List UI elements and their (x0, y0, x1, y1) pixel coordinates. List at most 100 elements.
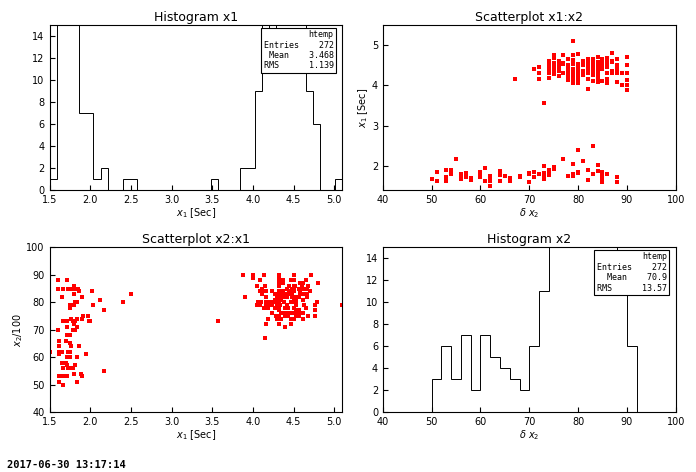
Point (58, 285, 69, 292)
Point (285, 290, 296, 298)
Point (465, 174, 476, 182)
Point (285, 277, 296, 284)
X-axis label: $x_1$ [Sec]: $x_1$ [Sec] (176, 206, 216, 220)
Point (64, 331, 75, 339)
Point (573, 63, 584, 70)
Point (276, 290, 287, 298)
Point (285, 277, 296, 284)
Point (553, 62, 564, 69)
Point (460, 169, 471, 177)
Point (67, 364, 78, 372)
Point (284, 310, 295, 317)
Point (294, 287, 306, 295)
Point (68, 301, 79, 309)
X-axis label: $\delta\ x_2$: $\delta\ x_2$ (519, 206, 539, 220)
Point (592, 76, 603, 84)
Point (269, 290, 280, 298)
Point (587, 67, 599, 75)
Point (573, 62, 584, 70)
Point (583, 176, 594, 184)
Point (602, 170, 613, 177)
Point (64, 301, 75, 309)
Point (273, 301, 284, 309)
Point (239, 293, 251, 301)
Point (597, 77, 608, 84)
Point (553, 57, 564, 65)
Point (276, 287, 287, 295)
Point (573, 72, 584, 80)
Point (58, 372, 69, 380)
Point (460, 173, 471, 181)
Point (587, 66, 599, 73)
Point (281, 285, 292, 292)
Point (281, 304, 292, 312)
Point (310, 312, 321, 320)
Point (277, 287, 288, 295)
Point (64, 348, 75, 355)
Point (568, 75, 579, 82)
Point (254, 298, 265, 306)
Point (612, 62, 623, 69)
Point (267, 287, 278, 295)
Point (253, 298, 264, 306)
Point (578, 69, 589, 76)
Point (592, 78, 603, 86)
Point (475, 173, 486, 180)
Point (602, 69, 613, 76)
Point (441, 175, 452, 183)
Point (288, 310, 299, 317)
Point (63, 364, 74, 372)
Point (573, 169, 584, 177)
Point (278, 293, 290, 301)
Point (276, 290, 287, 298)
Point (533, 69, 544, 76)
Point (602, 80, 613, 87)
Point (539, 175, 550, 183)
Point (285, 310, 296, 317)
Point (587, 71, 599, 78)
Point (260, 282, 271, 289)
Point (64, 354, 75, 361)
Point (54, 378, 65, 386)
Point (277, 287, 288, 295)
Point (548, 165, 560, 173)
Point (288, 293, 299, 301)
Point (67, 318, 78, 325)
Point (597, 59, 608, 67)
Point (61, 337, 72, 345)
Point (301, 290, 313, 298)
Point (592, 67, 603, 75)
Point (528, 173, 539, 181)
Point (592, 72, 603, 80)
Point (262, 304, 274, 312)
Point (283, 312, 294, 320)
Point (273, 298, 284, 306)
Point (287, 298, 298, 306)
Point (583, 166, 594, 174)
Point (441, 166, 452, 174)
Point (573, 70, 584, 77)
Point (258, 287, 269, 295)
Point (602, 54, 613, 62)
Point (297, 285, 308, 292)
Point (297, 290, 308, 298)
Point (54, 348, 65, 355)
Point (255, 298, 267, 306)
Point (563, 56, 574, 63)
Point (548, 51, 560, 59)
Point (287, 287, 298, 295)
Point (592, 62, 603, 69)
Point (607, 50, 618, 57)
Point (294, 279, 306, 287)
Point (597, 62, 608, 70)
Point (267, 301, 278, 309)
Point (297, 310, 308, 317)
Point (290, 310, 301, 317)
Point (276, 315, 287, 322)
Point (587, 59, 599, 66)
Point (271, 293, 283, 301)
Point (65, 342, 77, 350)
Point (71, 315, 82, 322)
Point (544, 63, 555, 70)
Point (288, 287, 299, 295)
